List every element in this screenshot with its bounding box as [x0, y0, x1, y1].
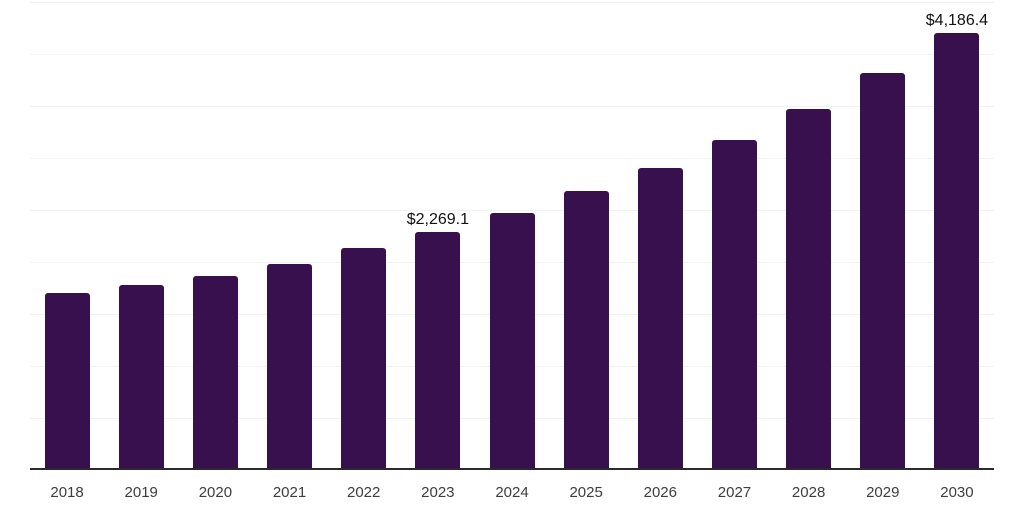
- x-tick-label-2022: 2022: [347, 484, 381, 501]
- x-tick-label-2020: 2020: [198, 484, 233, 501]
- x-tick-label-2024: 2024: [495, 484, 529, 501]
- gridline: [30, 158, 994, 159]
- x-axis-line: [30, 468, 994, 470]
- bar-2029: [860, 72, 906, 468]
- x-tick-label-2027: 2027: [717, 484, 752, 501]
- bar-2028: [786, 109, 832, 468]
- gridline: [30, 106, 994, 107]
- bar-2021: [267, 263, 313, 468]
- x-tick-label-2025: 2025: [569, 484, 603, 501]
- bar-2024: [489, 213, 535, 468]
- x-tick-label-2018: 2018: [50, 484, 84, 501]
- x-tick-label-2026: 2026: [643, 484, 677, 501]
- bar-2020: [192, 275, 238, 468]
- x-tick-label-2029: 2029: [866, 484, 900, 501]
- bar-2026: [637, 167, 683, 468]
- x-tick-label-2023: 2023: [421, 484, 455, 501]
- gridline: [30, 2, 994, 3]
- bar-2023: [415, 232, 461, 468]
- bar-value-label-2023: $2,269.1: [406, 211, 469, 228]
- x-tick-label-2021: 2021: [272, 484, 307, 501]
- x-tick-label-2028: 2028: [791, 484, 826, 501]
- bar-2019: [118, 285, 164, 468]
- bar-2022: [341, 248, 387, 468]
- bar-2025: [563, 191, 609, 468]
- x-tick-label-2030: 2030: [940, 484, 974, 501]
- bar-2030: [934, 32, 980, 468]
- bar-value-label-2030: $4,186.4: [925, 11, 989, 29]
- bar-2027: [711, 140, 757, 468]
- gridline: [30, 210, 994, 211]
- bar-2018: [44, 293, 90, 468]
- x-tick-label-2019: 2019: [124, 484, 158, 501]
- gridline: [30, 54, 994, 55]
